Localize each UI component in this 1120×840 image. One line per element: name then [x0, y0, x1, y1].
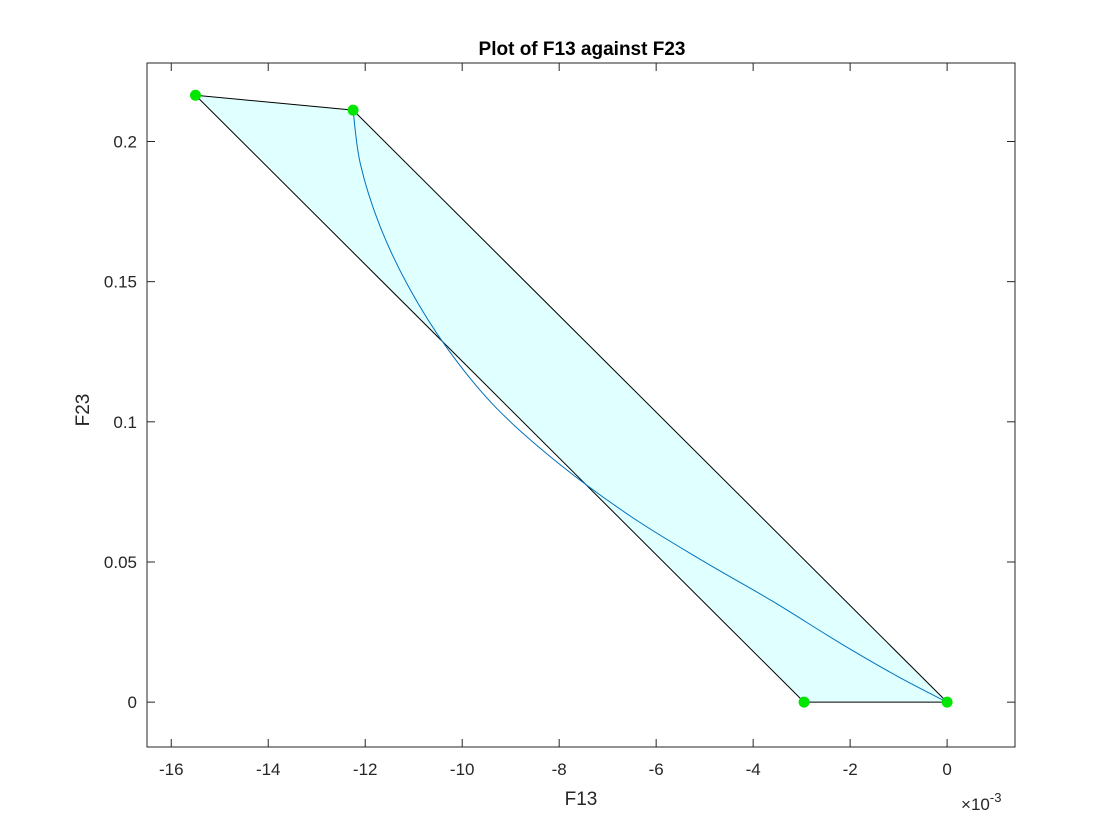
chart-title: Plot of F13 against F23 — [479, 39, 686, 60]
y-axis: 0 0.05 0.1 0.15 0.2 — [104, 132, 1015, 712]
exponent-multiplier: × — [961, 795, 971, 814]
y-tick-label: 0.1 — [113, 413, 137, 432]
exponent-base: 10 — [971, 795, 990, 814]
y-tick-label: 0.05 — [104, 553, 137, 572]
y-tick-label: 0 — [128, 693, 137, 712]
x-axis-exponent: ×10-3 — [961, 790, 1001, 814]
x-tick-label: -14 — [256, 760, 281, 779]
marker-point-4 — [941, 696, 953, 708]
x-tick-label: -12 — [353, 760, 378, 779]
marker-point-1 — [189, 89, 201, 101]
x-tick-label: -4 — [746, 760, 761, 779]
marker-point-3 — [798, 696, 810, 708]
x-tick-label: -8 — [552, 760, 567, 779]
y-tick-label: 0.15 — [104, 273, 137, 292]
x-axis: -16 -14 -12 -10 -8 -6 -4 -2 0 — [159, 63, 952, 779]
y-tick-label: 0.2 — [113, 132, 137, 151]
x-tick-label: 0 — [942, 760, 951, 779]
x-tick-label: -6 — [649, 760, 664, 779]
exponent-power: -3 — [990, 790, 1002, 805]
axes-box — [146, 62, 1016, 748]
x-tick-label: -16 — [159, 760, 184, 779]
series-line-1 — [352, 110, 948, 703]
x-tick-label: -2 — [843, 760, 858, 779]
marker-point-2 — [347, 104, 359, 116]
x-tick-label: -10 — [450, 760, 475, 779]
y-axis-label: F23 — [73, 394, 94, 427]
plot-area — [146, 62, 1016, 748]
x-axis-label: F13 — [565, 789, 598, 810]
